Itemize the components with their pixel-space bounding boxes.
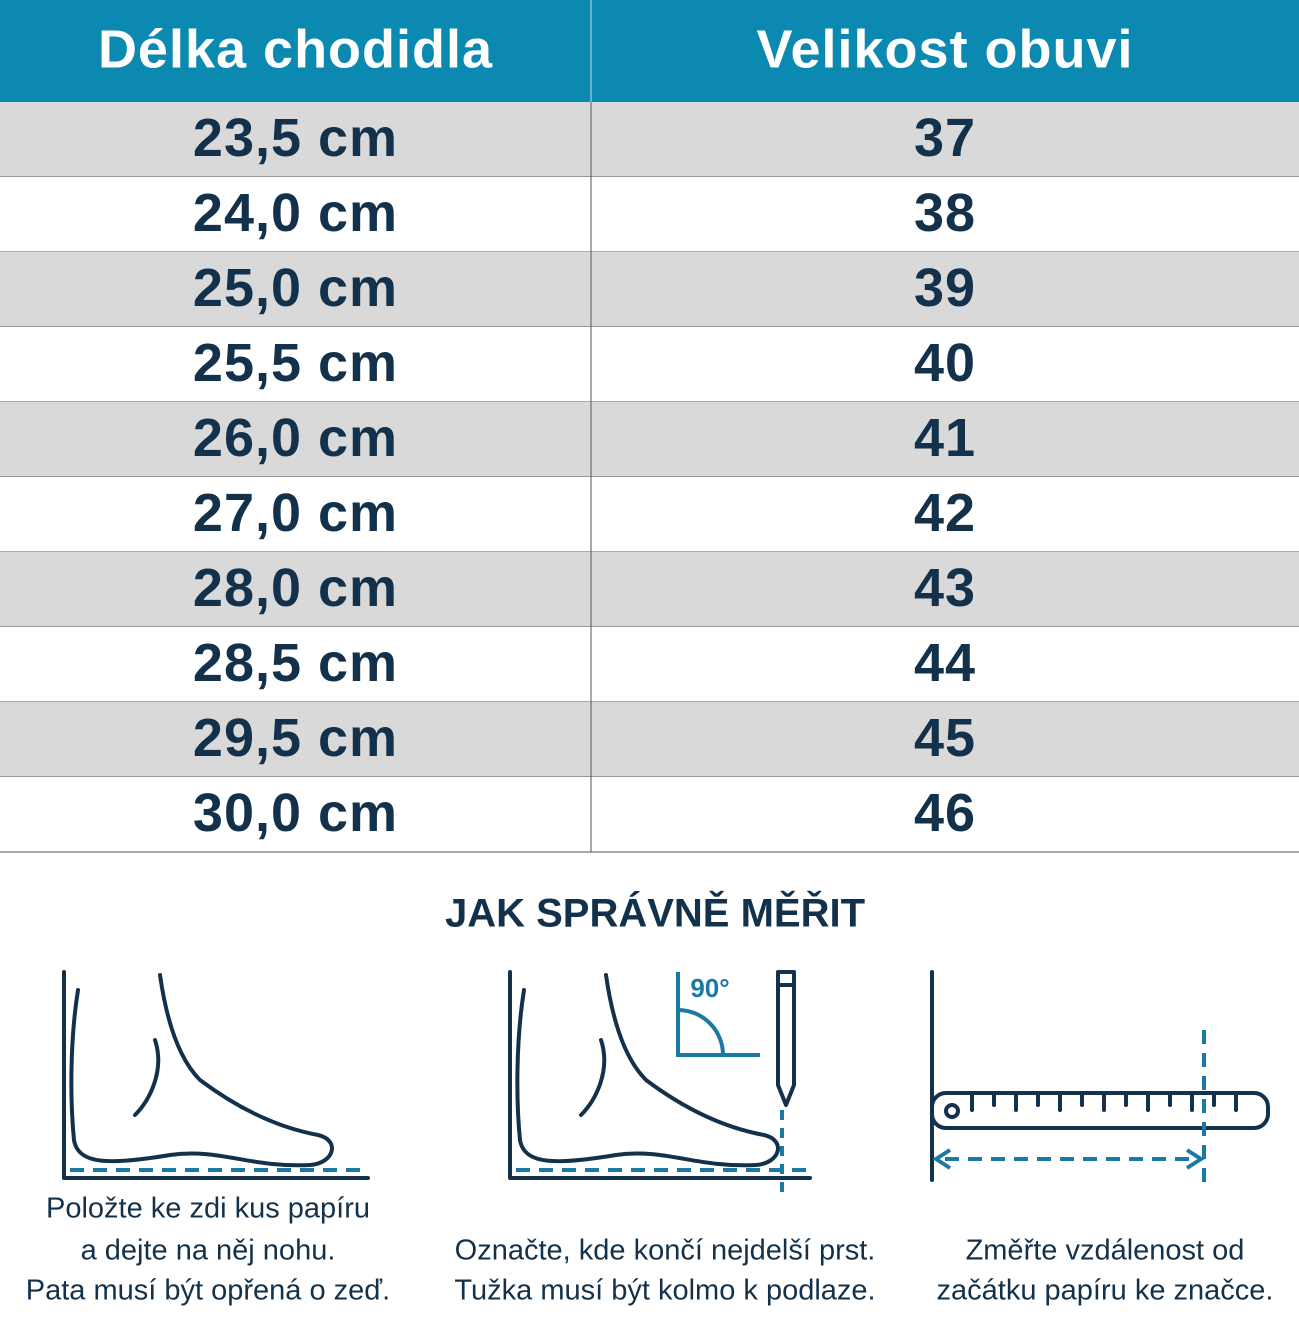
header-cell: Délka chodidla — [98, 19, 493, 79]
step-caption: Změřte vzdálenost od — [966, 1235, 1245, 1267]
header-cell: Velikost obuvi — [756, 19, 1133, 79]
table-cell: 41 — [914, 408, 976, 468]
table-cell: 23,5 cm — [193, 108, 398, 168]
table-cell: 28,0 cm — [193, 558, 398, 618]
illustrations: 90° — [62, 970, 1270, 1195]
row-bg — [0, 252, 1299, 327]
instructions-title: JAK SPRÁVNĚ MĚŘIT — [445, 890, 865, 936]
table-cell: 26,0 cm — [193, 408, 398, 468]
row-bg — [0, 177, 1299, 252]
row-bg — [0, 402, 1299, 477]
row-bg — [0, 702, 1299, 777]
row-bg — [0, 102, 1299, 177]
table-cell: 39 — [914, 258, 976, 318]
table-cell: 42 — [914, 483, 976, 543]
header-bg — [0, 0, 1299, 102]
table-cell: 29,5 cm — [193, 708, 398, 768]
step-caption: Označte, kde končí nejdelší prst. — [455, 1235, 876, 1267]
table-cell: 40 — [914, 333, 976, 393]
table-cell: 25,0 cm — [193, 258, 398, 318]
row-bg — [0, 627, 1299, 702]
step-caption: začátku papíru ke značce. — [937, 1275, 1274, 1307]
step-caption: a dejte na něj nohu. — [81, 1235, 336, 1267]
table-cell: 30,0 cm — [193, 783, 398, 843]
table-cell: 24,0 cm — [193, 183, 398, 243]
step-caption: Položte ke zdi kus papíru — [46, 1193, 370, 1225]
row-bg — [0, 552, 1299, 627]
row-bg — [0, 477, 1299, 552]
row-bg — [0, 777, 1299, 852]
table-cell: 27,0 cm — [193, 483, 398, 543]
table-cell: 25,5 cm — [193, 333, 398, 393]
table-cell: 45 — [914, 708, 976, 768]
table-cell: 28,5 cm — [193, 633, 398, 693]
table-cell: 37 — [914, 108, 976, 168]
table-cell: 38 — [914, 183, 976, 243]
row-bg — [0, 327, 1299, 402]
step-caption: Tužka musí být kolmo k podlaze. — [454, 1275, 875, 1307]
table-cell: 43 — [914, 558, 976, 618]
table-cell: 46 — [914, 783, 976, 843]
table-cell: 44 — [914, 633, 976, 693]
angle-label: 90° — [690, 973, 729, 1003]
step-caption: Pata musí být opřená o zeď. — [26, 1275, 390, 1307]
